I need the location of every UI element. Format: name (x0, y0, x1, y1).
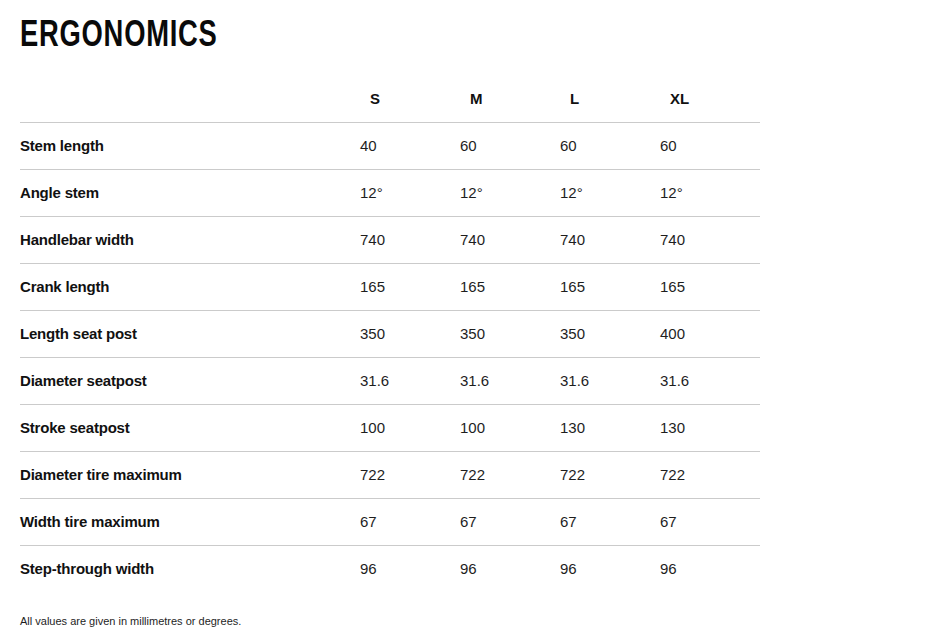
cell-value: 722 (460, 451, 560, 498)
cell-value: 165 (360, 263, 460, 310)
cell-value: 722 (360, 451, 460, 498)
cell-value: 67 (560, 498, 660, 545)
table-row: Width tire maximum67676767 (20, 498, 760, 545)
table-row: Stem length40606060 (20, 122, 760, 169)
cell-value: 100 (360, 404, 460, 451)
cell-value: 31.6 (660, 357, 760, 404)
cell-value: 96 (460, 545, 560, 592)
row-label: Step-through width (20, 545, 360, 592)
row-label: Width tire maximum (20, 498, 360, 545)
cell-value: 722 (560, 451, 660, 498)
cell-value: 96 (660, 545, 760, 592)
cell-value: 130 (560, 404, 660, 451)
size-column-header: M (460, 75, 560, 122)
table-row: Handlebar width740740740740 (20, 216, 760, 263)
cell-value: 67 (460, 498, 560, 545)
cell-value: 31.6 (560, 357, 660, 404)
row-label: Diameter seatpost (20, 357, 360, 404)
cell-value: 100 (460, 404, 560, 451)
row-label: Crank length (20, 263, 360, 310)
cell-value: 67 (360, 498, 460, 545)
table-row: Crank length165165165165 (20, 263, 760, 310)
row-label: Length seat post (20, 310, 360, 357)
footnote: All values are given in millimetres or d… (20, 614, 914, 628)
cell-value: 740 (660, 216, 760, 263)
cell-value: 400 (660, 310, 760, 357)
header-row: SMLXL (20, 75, 760, 122)
cell-value: 96 (360, 545, 460, 592)
cell-value: 31.6 (360, 357, 460, 404)
cell-value: 12° (560, 169, 660, 216)
cell-value: 350 (360, 310, 460, 357)
page-title: ERGONOMICS (20, 14, 699, 54)
table-body: Stem length40606060Angle stem12°12°12°12… (20, 122, 760, 592)
table-row: Step-through width96969696 (20, 545, 760, 592)
cell-value: 165 (660, 263, 760, 310)
table-row: Diameter seatpost31.631.631.631.6 (20, 357, 760, 404)
cell-value: 350 (560, 310, 660, 357)
cell-value: 12° (460, 169, 560, 216)
cell-value: 722 (660, 451, 760, 498)
cell-value: 165 (460, 263, 560, 310)
table-row: Length seat post350350350400 (20, 310, 760, 357)
cell-value: 60 (660, 122, 760, 169)
cell-value: 60 (460, 122, 560, 169)
size-column-header: L (560, 75, 660, 122)
corner-cell (20, 75, 360, 122)
cell-value: 60 (560, 122, 660, 169)
size-column-header: XL (660, 75, 760, 122)
row-label: Angle stem (20, 169, 360, 216)
cell-value: 67 (660, 498, 760, 545)
cell-value: 31.6 (460, 357, 560, 404)
cell-value: 40 (360, 122, 460, 169)
ergonomics-section: ERGONOMICS SMLXL Stem length40606060Angl… (0, 0, 934, 628)
row-label: Handlebar width (20, 216, 360, 263)
row-label: Stem length (20, 122, 360, 169)
ergonomics-table: SMLXL Stem length40606060Angle stem12°12… (20, 75, 760, 592)
table-header: SMLXL (20, 75, 760, 122)
size-column-header: S (360, 75, 460, 122)
cell-value: 12° (360, 169, 460, 216)
cell-value: 165 (560, 263, 660, 310)
row-label: Diameter tire maximum (20, 451, 360, 498)
cell-value: 740 (560, 216, 660, 263)
cell-value: 96 (560, 545, 660, 592)
table-row: Diameter tire maximum722722722722 (20, 451, 760, 498)
row-label: Stroke seatpost (20, 404, 360, 451)
cell-value: 130 (660, 404, 760, 451)
table-row: Stroke seatpost100100130130 (20, 404, 760, 451)
table-row: Angle stem12°12°12°12° (20, 169, 760, 216)
cell-value: 740 (360, 216, 460, 263)
cell-value: 350 (460, 310, 560, 357)
cell-value: 740 (460, 216, 560, 263)
cell-value: 12° (660, 169, 760, 216)
